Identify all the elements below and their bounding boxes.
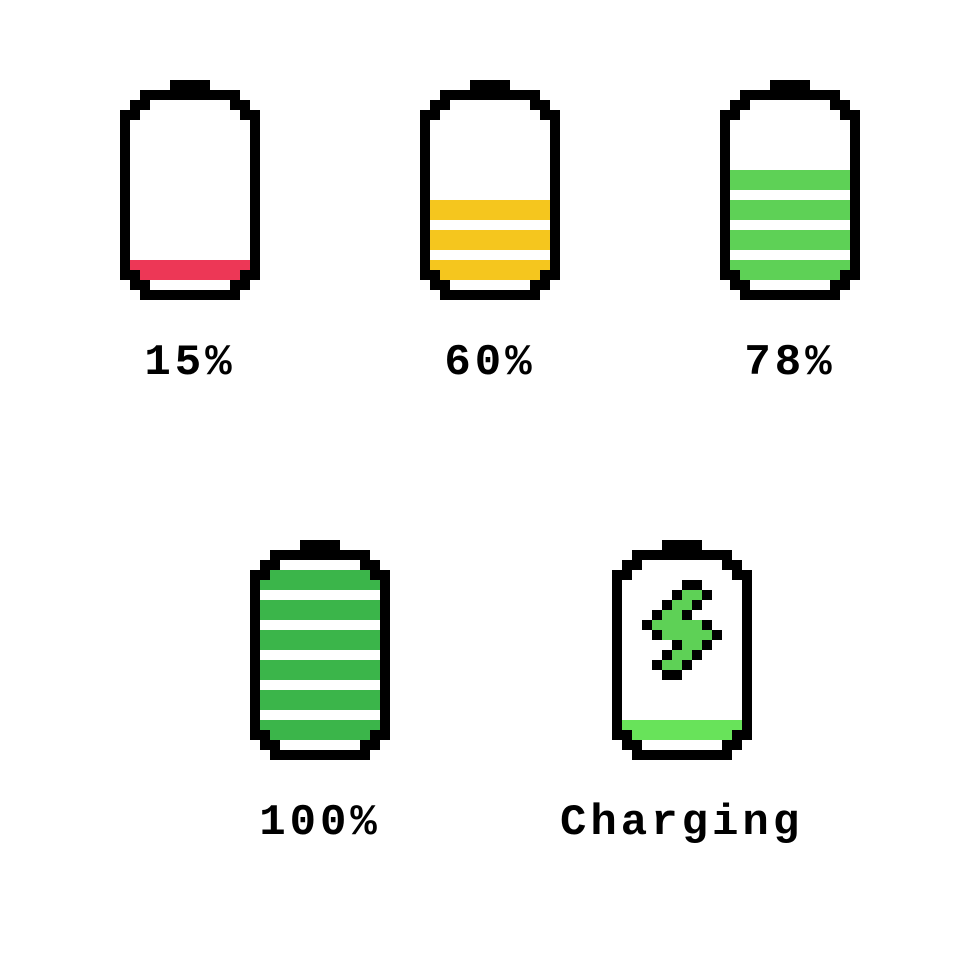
battery-78-icon xyxy=(720,80,860,310)
battery-charging-item: Charging xyxy=(560,540,803,848)
battery-100-icon xyxy=(250,540,390,770)
battery-charging-icon xyxy=(612,540,752,770)
battery-60-icon xyxy=(420,80,560,310)
battery-100-label: 100% xyxy=(259,798,381,848)
battery-15-item: 15% xyxy=(120,80,260,388)
battery-100-item: 100% xyxy=(250,540,390,848)
battery-15-icon xyxy=(120,80,260,310)
battery-78-item: 78% xyxy=(720,80,860,388)
battery-60-item: 60% xyxy=(420,80,560,388)
battery-charging-label: Charging xyxy=(560,798,803,848)
battery-78-label: 78% xyxy=(744,338,835,388)
battery-15-label: 15% xyxy=(144,338,235,388)
battery-60-label: 60% xyxy=(444,338,535,388)
